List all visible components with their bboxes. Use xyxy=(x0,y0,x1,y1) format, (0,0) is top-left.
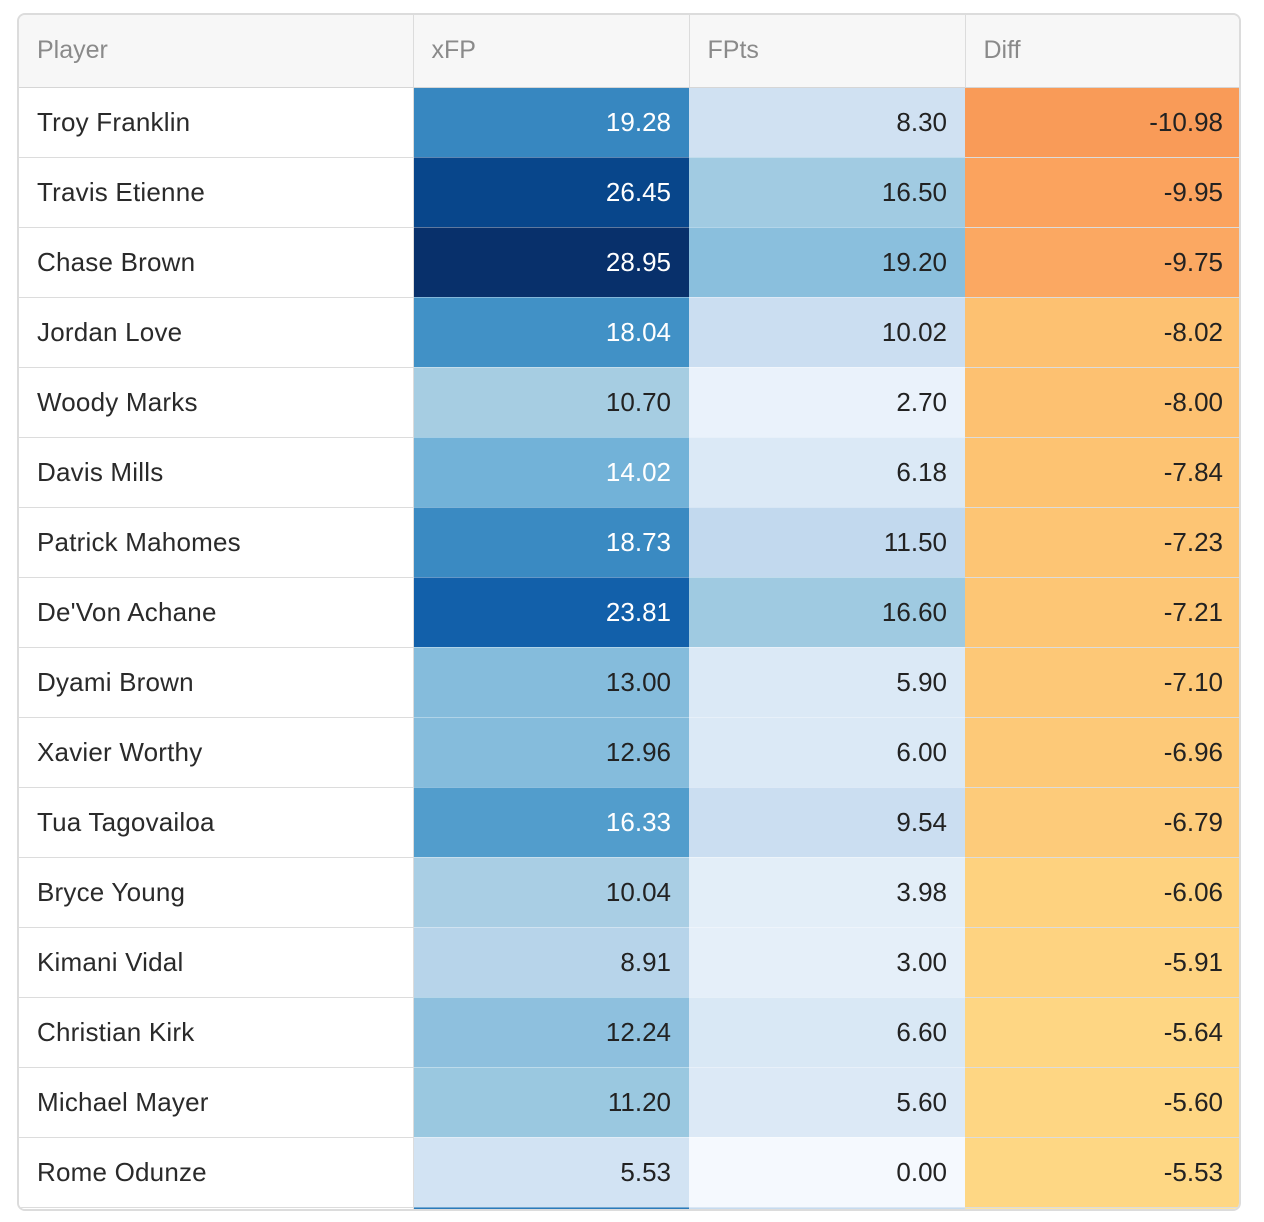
xfp-cell: 26.45 xyxy=(413,157,689,228)
fpts-cell: 16.60 xyxy=(689,577,965,648)
fpts-cell: 0.00 xyxy=(689,1137,965,1208)
column-header-player[interactable]: Player xyxy=(19,15,414,88)
diff-cell: -5.60 xyxy=(965,1067,1239,1138)
diff-cell: -6.06 xyxy=(965,857,1239,928)
column-header-xfp[interactable]: xFP xyxy=(413,15,690,88)
fpts-cell: 11.50 xyxy=(689,507,965,578)
partial-cell xyxy=(965,1207,1239,1209)
fpts-cell: 8.30 xyxy=(689,87,965,158)
xfp-cell: 16.33 xyxy=(413,787,689,858)
table-row[interactable]: Jordan Love 18.04 10.02 -8.02 xyxy=(19,297,1239,368)
diff-cell: -5.91 xyxy=(965,927,1239,998)
xfp-cell: 28.95 xyxy=(413,227,689,298)
diff-cell: -7.21 xyxy=(965,577,1239,648)
table-row[interactable]: Tua Tagovailoa 16.33 9.54 -6.79 xyxy=(19,787,1239,858)
column-header-fpts[interactable]: FPts xyxy=(689,15,966,88)
player-cell: Kimani Vidal xyxy=(19,927,414,998)
diff-cell: -7.84 xyxy=(965,437,1239,508)
diff-cell: -7.10 xyxy=(965,647,1239,718)
xfp-cell: 18.04 xyxy=(413,297,689,368)
diff-cell: -8.00 xyxy=(965,367,1239,438)
partial-cell xyxy=(413,1207,689,1209)
xfp-cell: 13.00 xyxy=(413,647,689,718)
player-cell: De'Von Achane xyxy=(19,577,414,648)
table-row[interactable]: Troy Franklin 19.28 8.30 -10.98 xyxy=(19,87,1239,158)
player-cell: Dyami Brown xyxy=(19,647,414,718)
diff-cell: -6.96 xyxy=(965,717,1239,788)
player-cell: Patrick Mahomes xyxy=(19,507,414,578)
player-cell: Troy Franklin xyxy=(19,87,414,158)
diff-cell: -10.98 xyxy=(965,87,1239,158)
table-row[interactable]: De'Von Achane 23.81 16.60 -7.21 xyxy=(19,577,1239,648)
xfp-cell: 14.02 xyxy=(413,437,689,508)
diff-cell: -9.95 xyxy=(965,157,1239,228)
player-cell: Travis Etienne xyxy=(19,157,414,228)
data-table-container: Player xFP FPts Diff Troy Franklin 19.28 8… xyxy=(17,13,1241,1211)
fpts-cell: 5.60 xyxy=(689,1067,965,1138)
diff-cell: -9.75 xyxy=(965,227,1239,298)
fpts-cell: 3.98 xyxy=(689,857,965,928)
xfp-cell: 23.81 xyxy=(413,577,689,648)
table-row[interactable]: Patrick Mahomes 18.73 11.50 -7.23 xyxy=(19,507,1239,578)
fpts-cell: 3.00 xyxy=(689,927,965,998)
player-cell: Jordan Love xyxy=(19,297,414,368)
table-row[interactable]: Dyami Brown 13.00 5.90 -7.10 xyxy=(19,647,1239,718)
fpts-cell: 10.02 xyxy=(689,297,965,368)
table-row[interactable]: Christian Kirk 12.24 6.60 -5.64 xyxy=(19,997,1239,1068)
player-cell: Tua Tagovailoa xyxy=(19,787,414,858)
header-row: Player xFP FPts Diff xyxy=(19,15,1239,88)
player-cell: Davis Mills xyxy=(19,437,414,508)
xfp-table: Player xFP FPts Diff Troy Franklin 19.28 8… xyxy=(19,15,1239,1209)
table-row[interactable]: Travis Etienne 26.45 16.50 -9.95 xyxy=(19,157,1239,228)
partial-cell xyxy=(689,1207,965,1209)
table-body: Troy Franklin 19.28 8.30 -10.98 Travis Etien… xyxy=(19,87,1239,1209)
player-cell: Chase Brown xyxy=(19,227,414,298)
column-header-diff[interactable]: Diff xyxy=(965,15,1239,88)
xfp-cell: 10.70 xyxy=(413,367,689,438)
xfp-cell: 12.96 xyxy=(413,717,689,788)
xfp-cell: 10.04 xyxy=(413,857,689,928)
fpts-cell: 6.18 xyxy=(689,437,965,508)
xfp-cell: 19.28 xyxy=(413,87,689,158)
table-row[interactable]: Davis Mills 14.02 6.18 -7.84 xyxy=(19,437,1239,508)
xfp-cell: 18.73 xyxy=(413,507,689,578)
table-row[interactable]: Rome Odunze 5.53 0.00 -5.53 xyxy=(19,1137,1239,1208)
table-row[interactable]: Woody Marks 10.70 2.70 -8.00 xyxy=(19,367,1239,438)
fpts-cell: 6.60 xyxy=(689,997,965,1068)
player-cell: Michael Mayer xyxy=(19,1067,414,1138)
xfp-cell: 8.91 xyxy=(413,927,689,998)
player-cell: Rome Odunze xyxy=(19,1137,414,1208)
table-row[interactable]: Chase Brown 28.95 19.20 -9.75 xyxy=(19,227,1239,298)
diff-cell: -6.79 xyxy=(965,787,1239,858)
table-row[interactable]: Kimani Vidal 8.91 3.00 -5.91 xyxy=(19,927,1239,998)
fpts-cell: 2.70 xyxy=(689,367,965,438)
diff-cell: -8.02 xyxy=(965,297,1239,368)
fpts-cell: 19.20 xyxy=(689,227,965,298)
table-row-partial xyxy=(19,1207,1239,1209)
fpts-cell: 6.00 xyxy=(689,717,965,788)
player-cell: Woody Marks xyxy=(19,367,414,438)
table-row[interactable]: Bryce Young 10.04 3.98 -6.06 xyxy=(19,857,1239,928)
xfp-cell: 5.53 xyxy=(413,1137,689,1208)
xfp-cell: 11.20 xyxy=(413,1067,689,1138)
fpts-cell: 9.54 xyxy=(689,787,965,858)
diff-cell: -5.53 xyxy=(965,1137,1239,1208)
fpts-cell: 5.90 xyxy=(689,647,965,718)
player-cell: Xavier Worthy xyxy=(19,717,414,788)
diff-cell: -5.64 xyxy=(965,997,1239,1068)
table-row[interactable]: Michael Mayer 11.20 5.60 -5.60 xyxy=(19,1067,1239,1138)
xfp-cell: 12.24 xyxy=(413,997,689,1068)
fpts-cell: 16.50 xyxy=(689,157,965,228)
diff-cell: -7.23 xyxy=(965,507,1239,578)
player-cell: Bryce Young xyxy=(19,857,414,928)
table-row[interactable]: Xavier Worthy 12.96 6.00 -6.96 xyxy=(19,717,1239,788)
player-cell: Christian Kirk xyxy=(19,997,414,1068)
partial-cell xyxy=(19,1207,414,1209)
